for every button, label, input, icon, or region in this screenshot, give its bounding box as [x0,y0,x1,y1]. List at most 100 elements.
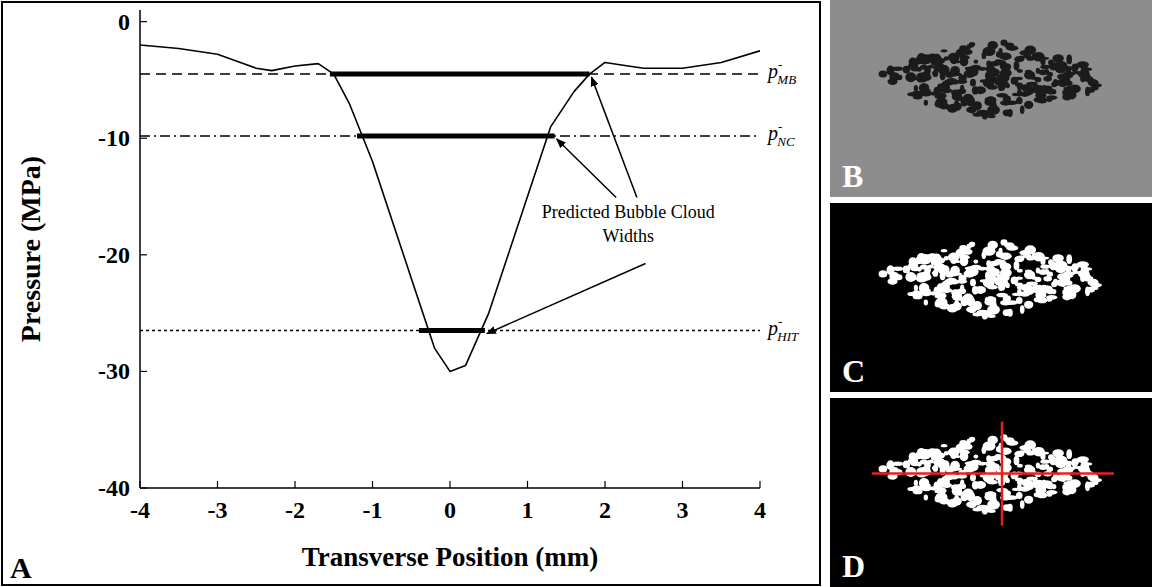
bubble [950,450,956,459]
bubble [1069,467,1076,470]
bubble [986,455,991,462]
bubble [994,277,1005,286]
bubble [1024,245,1036,254]
bubble [960,284,964,293]
bubble [966,67,974,75]
bubble [1026,451,1034,456]
bubble [1005,495,1018,500]
bubble [935,487,946,494]
threshold-sub: MB [776,72,796,87]
x-tick [294,481,295,488]
bubble [921,274,932,281]
bubble [1035,290,1046,299]
bubble [1040,265,1050,269]
threshold-symbol: p [766,317,778,340]
bubble [962,49,972,55]
bubble [941,249,948,252]
bubble [1014,277,1018,283]
bubble [913,489,923,495]
bubble [1046,271,1053,276]
bubble [1064,481,1076,491]
panel-letter: B [842,158,863,194]
bubble [985,491,996,500]
bubble [940,271,946,281]
y-tick-label: 0 [118,9,130,35]
x-tick [217,481,218,488]
bubble [966,306,977,312]
bubble [932,466,937,469]
cloud-image: C [830,203,1152,392]
bubble [1033,52,1045,61]
bubble [983,246,996,255]
x-tick-label: -4 [130,497,150,523]
bubble [960,246,971,250]
bubble [934,490,939,493]
bubble [960,479,964,488]
bubble [960,441,971,445]
x-tick [759,481,760,488]
bubble [1062,66,1075,70]
bubble [960,85,964,94]
annotation-arrow [557,139,617,198]
bubble [914,480,918,486]
image-background [830,0,1152,197]
bubble [950,55,956,64]
bubble [935,495,943,502]
bubble [913,294,923,300]
bubble [1046,72,1053,77]
bubble [978,462,987,465]
bubble [1087,482,1095,488]
y-tick [140,254,147,255]
cloud-width-bar [330,72,590,77]
bubble [1024,101,1033,109]
bubble [949,465,959,472]
bubble [974,259,979,263]
bubble [1069,272,1076,275]
bubble [966,106,977,112]
bubble [1033,447,1045,456]
cloud-width-bar [357,133,555,138]
x-tick-label: 2 [599,497,611,523]
bubble [1078,465,1090,473]
bubble [913,94,923,100]
bubble [1057,74,1068,81]
bubble [1026,56,1034,61]
bubble [1005,496,1014,500]
bubble [1035,277,1042,282]
y-tick-label: -10 [98,125,130,151]
bubble [962,249,972,255]
bubble [1017,285,1023,289]
x-axis-title: Transverse Position (mm) [302,542,598,572]
bubble [979,462,986,465]
bubble [914,285,918,291]
bubble [975,286,986,294]
bubble [1024,45,1036,54]
annotation: Predicted Bubble CloudWidths [542,202,715,246]
x-tick-label: 4 [754,497,766,523]
bubble [917,448,926,457]
panel-frame [2,2,820,585]
bubble [1050,456,1056,463]
bubble [1040,460,1050,464]
bubble [983,111,994,115]
bubble [1078,270,1090,278]
bubble [932,271,937,274]
bubble [1014,456,1020,465]
bubble [1024,440,1036,449]
bubble [919,478,930,488]
bubble [950,475,958,479]
bubble [1066,55,1072,65]
bubble [1000,239,1007,245]
y-tick [140,138,147,139]
y-axis-title: Pressure (MPa) [15,156,46,342]
bubble [910,266,920,271]
bubble [960,46,971,50]
bubble [944,256,949,261]
bubble [1069,72,1076,75]
bubble [969,106,975,113]
bubble [941,49,948,52]
bubble [1051,281,1057,287]
y-tick-label: -30 [98,358,130,384]
bubble [919,83,930,93]
bubble [1046,481,1053,489]
